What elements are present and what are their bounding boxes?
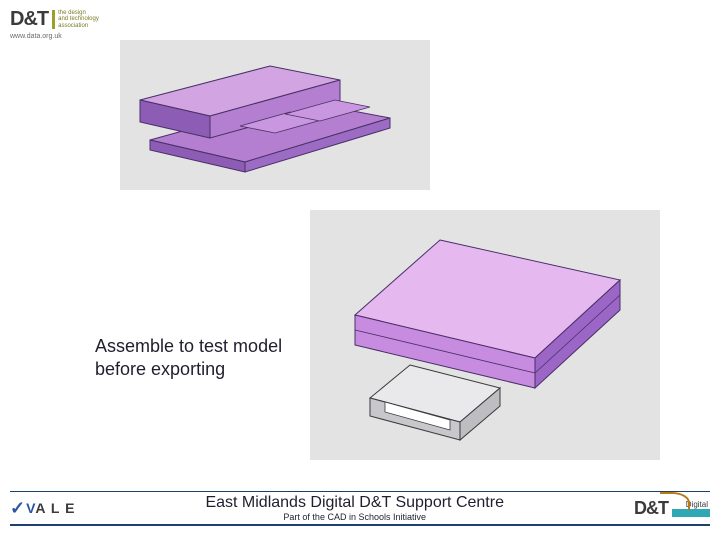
vale-rest: A L E [35,500,75,516]
brand-tagline: the design and technology association [52,10,99,30]
dt-d: D [634,498,646,518]
cad-svg-1 [120,40,430,190]
footer-rule-bottom [10,524,710,526]
footer: ✓ VA L E East Midlands Digital D&T Suppo… [0,489,720,528]
footer-rule-top [10,491,710,492]
cad-render-exploded [120,40,430,190]
logo-top: D & T the design and technology associat… [10,8,99,40]
digital-bar-icon [672,509,710,517]
brand-url: www.data.org.uk [10,33,99,40]
cad-svg-2 [310,210,660,460]
footer-title: East Midlands Digital D&T Support Centre [75,494,634,512]
vale-v: V [26,500,35,516]
instruction-line1: Assemble to test model [95,335,282,358]
instruction-text: Assemble to test model before exporting [95,335,282,380]
footer-subtitle: Part of the CAD in Schools Initiative [75,512,634,522]
brand-amp: & [23,8,36,31]
arc-icon [660,492,690,510]
dt-amp: & [646,498,658,518]
checkmark-icon: ✓ [10,498,25,519]
dt-digital-logo: D&T Digital [634,498,710,519]
slide: D & T the design and technology associat… [0,0,720,540]
brand-d: D [10,8,23,31]
vale-logo: ✓ VA L E [10,498,75,519]
instruction-line2: before exporting [95,358,282,381]
tagline-line3: association [58,23,99,30]
tagline-line1: the design [58,10,99,17]
footer-center: East Midlands Digital D&T Support Centre… [75,494,634,522]
brand-mark: D & T [10,8,48,31]
brand-t: T [37,8,48,31]
cad-render-assembled [310,210,660,460]
tagline-line2: and technology [58,16,99,23]
